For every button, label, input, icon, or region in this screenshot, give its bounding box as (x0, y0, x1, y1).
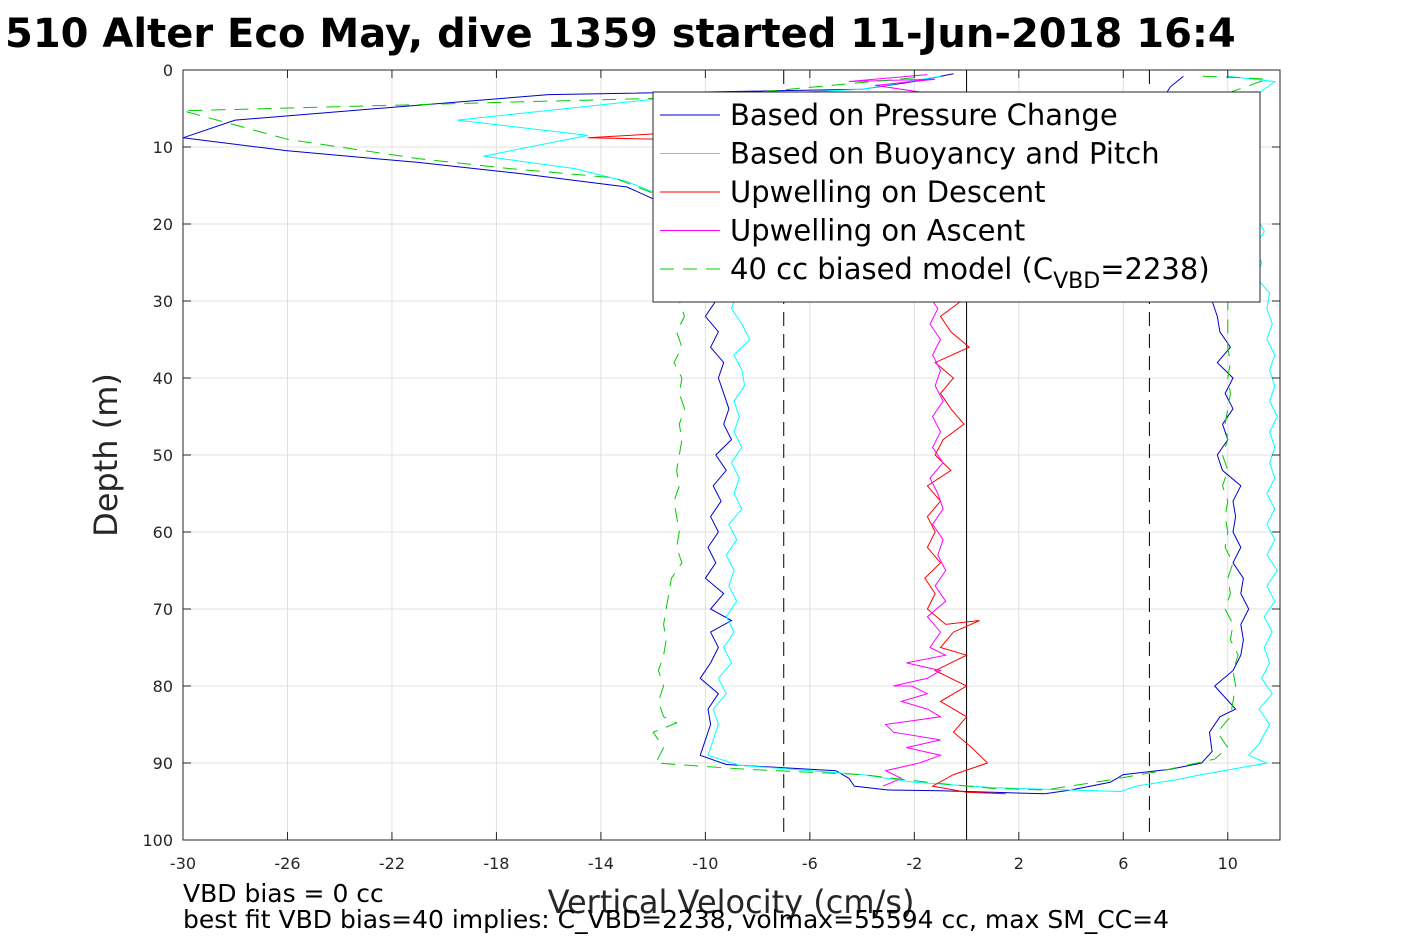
series-line-1 (457, 75, 1279, 793)
legend-label: Based on Buoyancy and Pitch (730, 137, 1160, 171)
legend-label: Upwelling on Ascent (730, 214, 1025, 248)
x-tick-label: -30 (170, 854, 196, 873)
x-tick-label: -18 (483, 854, 509, 873)
y-tick-label: 40 (153, 369, 173, 388)
x-axis-title: Vertical Velocity (cm/s) (548, 883, 915, 921)
x-tick-label: 10 (1218, 854, 1238, 873)
y-tick-label: 100 (142, 831, 173, 850)
y-tick-label: 60 (153, 523, 173, 542)
legend-label: Based on Pressure Change (730, 98, 1118, 132)
x-tick-label: -22 (379, 854, 405, 873)
x-tick-label: 6 (1118, 854, 1128, 873)
y-tick-label: 30 (153, 292, 173, 311)
annotation-vbd-bias: VBD bias = 0 cc (183, 879, 384, 908)
series-line-4 (182, 75, 1268, 791)
legend: Based on Pressure Change Based on Buoyanc… (652, 91, 1261, 303)
annotation-best-fit: best fit VBD bias=40 implies: C_VBD=2238… (183, 905, 1169, 934)
x-axis-ticks: -30 -26 -22 -18 -14 -10 -6 -2 2 6 10 (170, 70, 1238, 873)
x-tick-label: -26 (274, 854, 300, 873)
legend-label: Upwelling on Descent (730, 175, 1046, 209)
x-tick-label: 2 (1014, 854, 1024, 873)
x-tick-label: -14 (588, 854, 614, 873)
y-axis-ticks: 0 10 20 30 40 50 60 70 80 90 100 (142, 61, 1280, 850)
x-tick-label: -6 (802, 854, 818, 873)
x-tick-label: -2 (906, 854, 922, 873)
y-axis-title: Depth (m) (87, 373, 125, 537)
legend-box (652, 91, 1261, 303)
y-tick-label: 70 (153, 600, 173, 619)
y-tick-label: 90 (153, 754, 173, 773)
y-tick-label: 50 (153, 446, 173, 465)
y-tick-label: 20 (153, 215, 173, 234)
y-tick-label: 10 (153, 138, 173, 157)
series-line-0 (182, 73, 1250, 795)
x-tick-label: -10 (692, 854, 718, 873)
legend-label: 40 cc biased model (CVBD=2238) (730, 252, 1210, 294)
chart-title: 510 Alter Eco May, dive 1359 started 11-… (5, 11, 1236, 57)
y-tick-label: 0 (163, 61, 173, 80)
y-tick-label: 80 (153, 677, 173, 696)
